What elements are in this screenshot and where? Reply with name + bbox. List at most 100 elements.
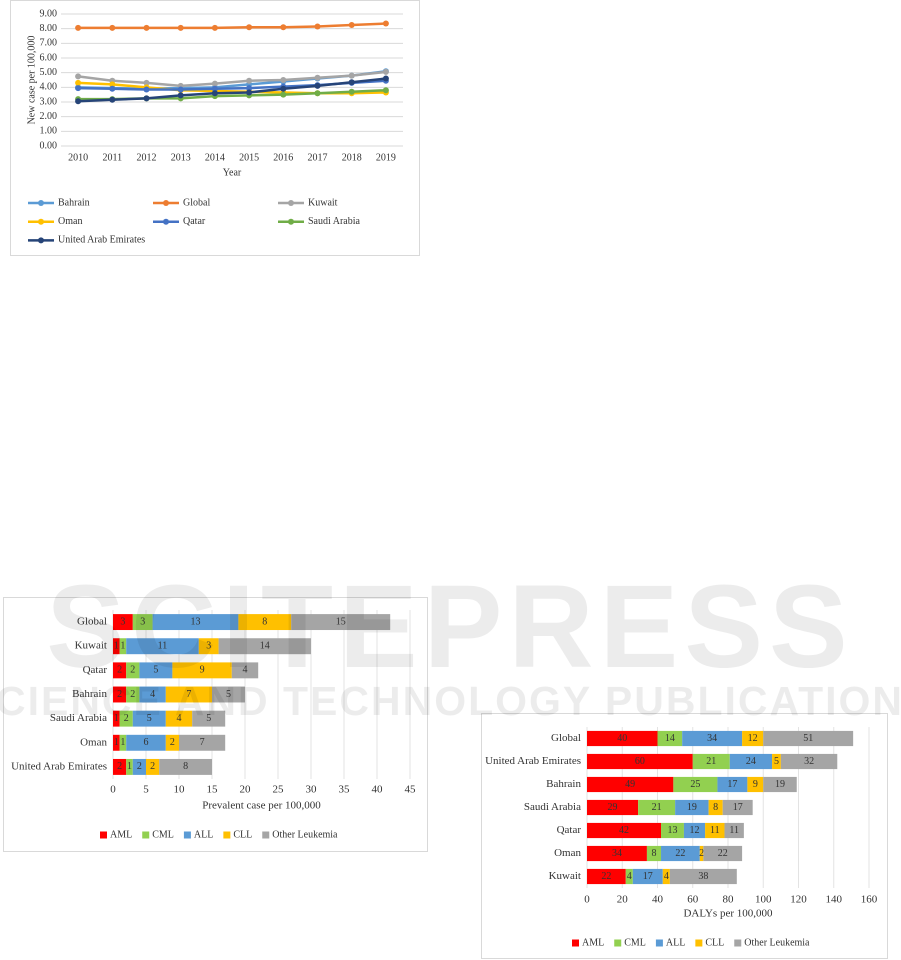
marker	[280, 85, 287, 92]
data-label: 2	[117, 665, 122, 676]
data-label: 13	[191, 616, 201, 627]
marker	[348, 72, 355, 79]
data-label: 34	[707, 733, 717, 744]
x-tick-label: 0	[110, 784, 116, 796]
bar-segment	[625, 868, 633, 885]
data-label: 2	[170, 737, 175, 748]
legend-label: Bahrain	[58, 197, 90, 208]
bar-segment	[113, 662, 127, 679]
data-label: 17	[727, 779, 737, 790]
data-label: 8	[651, 848, 656, 859]
y-tick-label: Oman	[554, 847, 581, 859]
x-tick-label: 2015	[239, 152, 259, 163]
y-tick-label: Bahrain	[72, 688, 107, 700]
data-label: 38	[698, 871, 708, 882]
bar-segment	[113, 758, 127, 775]
x-axis-title: Year	[223, 167, 242, 178]
y-tick-label: Global	[77, 616, 107, 628]
y-tick-label: Saudi Arabia	[50, 712, 107, 724]
data-label: 14	[665, 733, 675, 744]
x-tick-label: 2018	[342, 152, 362, 163]
legend-swatch	[614, 939, 622, 947]
data-label: 11	[729, 825, 739, 836]
legend-label: CML	[624, 937, 646, 948]
marker	[314, 23, 321, 30]
data-label: 19	[775, 779, 785, 790]
legend-swatch	[38, 237, 44, 244]
bar-segment	[126, 662, 140, 679]
bar-segment	[291, 614, 391, 631]
marker	[75, 79, 82, 86]
x-axis-title: DALYs per 100,000	[683, 908, 773, 920]
x-tick-label: 20	[240, 784, 252, 796]
line	[77, 70, 387, 88]
bar-segment	[661, 845, 700, 862]
bar-segment	[165, 686, 212, 703]
data-label: 3	[120, 616, 125, 627]
bar-segment	[146, 758, 160, 775]
marker	[75, 85, 82, 92]
y-tick-label: Qatar	[83, 664, 108, 676]
bar-segment	[703, 845, 743, 862]
y-tick-label: 3.00	[40, 96, 58, 107]
bar-segment	[587, 799, 639, 816]
line	[78, 22, 386, 30]
data-label: 1	[120, 641, 125, 652]
legend-label: United Arab Emirates	[58, 235, 145, 246]
y-tick-label: 9.00	[40, 8, 58, 19]
data-label: 19	[687, 802, 697, 813]
x-tick-label: 45	[405, 784, 417, 796]
x-tick-label: 2011	[102, 152, 122, 163]
bar-segment	[119, 638, 127, 655]
data-label: 2	[137, 761, 142, 772]
bar-segment	[682, 730, 743, 747]
legend-label: ALL	[666, 937, 685, 948]
data-label: 22	[718, 848, 728, 859]
y-tick-label: Global	[551, 732, 581, 744]
data-label: 2	[117, 761, 122, 772]
y-tick-label: Kuwait	[75, 640, 107, 652]
bar-segment	[763, 776, 797, 793]
marker	[382, 75, 389, 82]
legend-swatch	[163, 218, 169, 225]
bar-segment	[646, 845, 662, 862]
data-label: 17	[733, 802, 743, 813]
marker	[246, 85, 253, 92]
marker	[75, 24, 82, 31]
data-label: 25	[690, 779, 700, 790]
x-tick-label: 2013	[171, 152, 191, 163]
bar-segment	[113, 614, 133, 631]
marker	[109, 96, 116, 103]
x-tick-label: 2019	[376, 152, 396, 163]
data-label: 7	[186, 689, 191, 700]
data-label: 14	[260, 641, 270, 652]
data-label: 1	[127, 761, 132, 772]
x-tick-label: 100	[755, 894, 772, 906]
bar-segment	[587, 822, 662, 839]
legend-label: CLL	[705, 937, 724, 948]
y-tick-label: United Arab Emirates	[485, 755, 581, 767]
data-label: 3	[140, 616, 145, 627]
x-tick-label: 10	[174, 784, 186, 796]
bar-segment	[113, 710, 120, 727]
legend-swatch	[695, 939, 703, 947]
legend-swatch	[142, 831, 150, 839]
y-tick-label: Saudi Arabia	[524, 801, 581, 813]
marker	[177, 86, 184, 93]
marker	[143, 86, 150, 93]
data-label: 2	[130, 689, 135, 700]
bar-segment	[729, 753, 773, 770]
bar-segment	[675, 799, 709, 816]
data-label: 5	[206, 713, 211, 724]
y-tick-label: Kuwait	[549, 870, 581, 882]
marker	[177, 92, 184, 99]
legend-label: AML	[110, 829, 132, 840]
data-label: 5	[147, 713, 152, 724]
x-tick-label: 140	[826, 894, 843, 906]
data-label: 1	[114, 713, 119, 724]
data-label: 22	[601, 871, 611, 882]
bar-segment	[722, 799, 753, 816]
data-label: 12	[690, 825, 700, 836]
x-tick-label: 2017	[308, 152, 328, 163]
bar-segment	[699, 845, 704, 862]
